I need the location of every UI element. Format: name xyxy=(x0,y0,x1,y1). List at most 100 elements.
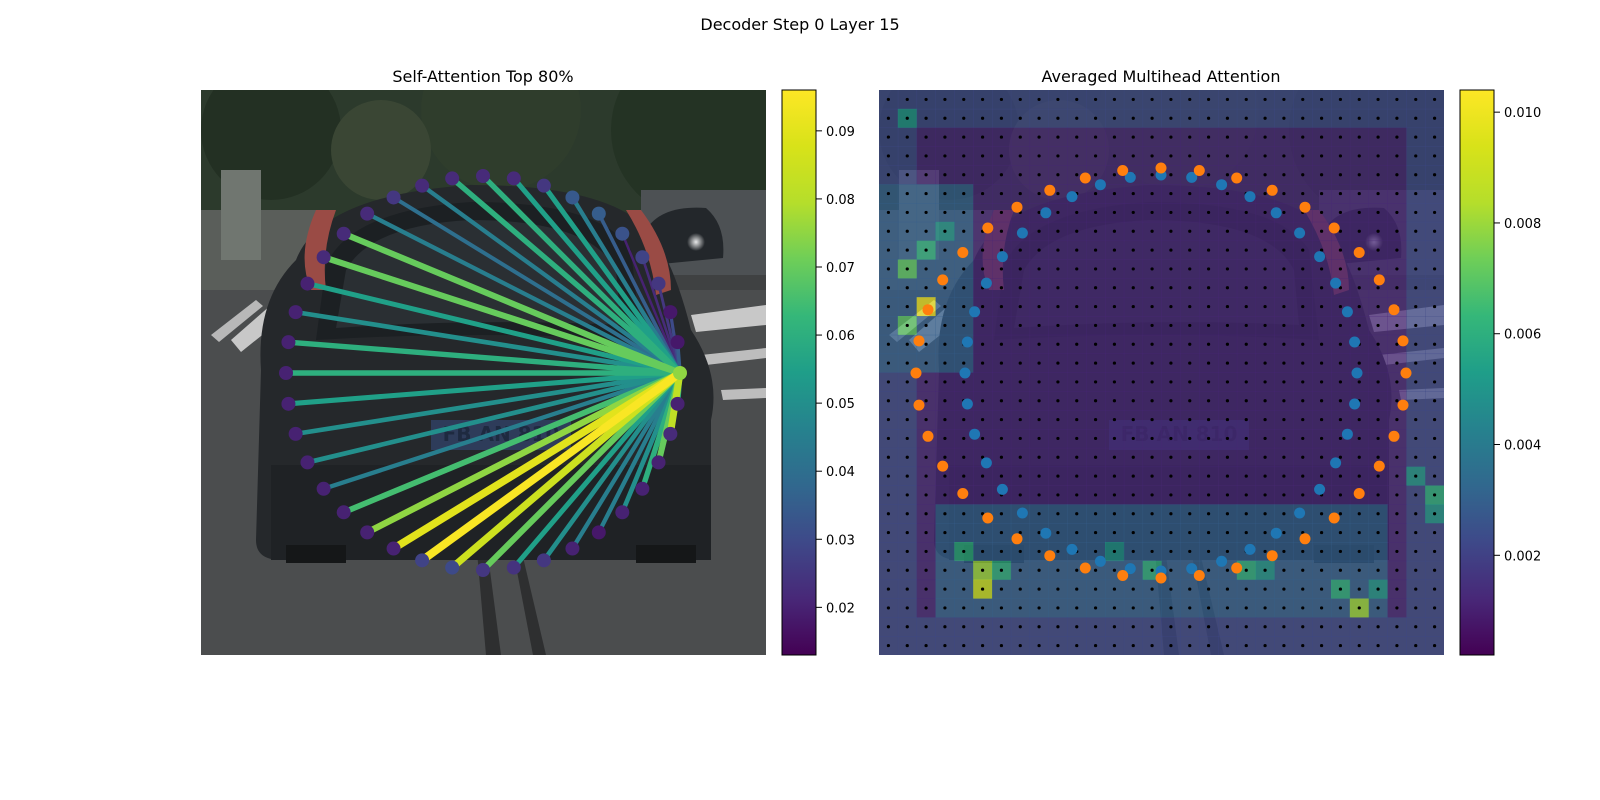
grid-dot xyxy=(1263,286,1267,290)
grid-dot xyxy=(1018,380,1022,384)
grid-dot xyxy=(1206,116,1211,120)
grid-dot xyxy=(1432,512,1437,516)
grid-dot xyxy=(999,323,1004,328)
grid-dot xyxy=(1282,549,1286,554)
grid-dot xyxy=(1244,380,1248,384)
series-point xyxy=(1079,562,1091,574)
grid-dot xyxy=(1338,568,1343,572)
grid-dot xyxy=(1432,493,1437,497)
grid-dot xyxy=(943,549,947,554)
grid-dot xyxy=(1319,342,1324,346)
grid-dot xyxy=(1282,342,1286,346)
grid-dot xyxy=(1225,549,1230,554)
grid-dot xyxy=(1414,587,1418,591)
grid-dot xyxy=(1263,625,1267,629)
colorbar-tick-label: 0.05 xyxy=(826,397,855,412)
grid-dot xyxy=(1414,210,1418,215)
grid-dot xyxy=(1263,455,1267,459)
grid-dot xyxy=(1244,248,1248,252)
grid-dot xyxy=(999,417,1004,422)
grid-dot xyxy=(1188,530,1192,535)
series-point xyxy=(1341,428,1353,440)
grid-dot xyxy=(1075,304,1079,309)
grid-dot xyxy=(1376,229,1380,233)
grid-dot xyxy=(1319,210,1324,215)
grid-dot xyxy=(1357,97,1361,102)
grid-dot xyxy=(1395,286,1399,290)
grid-dot xyxy=(1018,474,1022,478)
grid-dot xyxy=(1319,361,1324,365)
grid-dot xyxy=(1395,399,1399,403)
grid-dot xyxy=(1037,643,1041,648)
series-point xyxy=(1016,507,1028,519)
grid-dot xyxy=(1169,361,1173,365)
grid-dot xyxy=(1414,361,1418,365)
grid-dot xyxy=(1357,587,1361,591)
grid-dot xyxy=(1282,304,1286,309)
grid-dot xyxy=(1131,286,1135,290)
grid-dot xyxy=(1075,606,1079,610)
grid-dot xyxy=(1376,154,1380,158)
grid-dot xyxy=(1093,549,1098,554)
attention-node xyxy=(445,560,460,575)
grid-dot xyxy=(1056,267,1060,271)
series-point xyxy=(1294,227,1306,239)
grid-dot xyxy=(1131,229,1135,233)
grid-dot xyxy=(1357,116,1361,120)
grid-dot xyxy=(1376,417,1380,422)
grid-dot xyxy=(962,229,966,233)
grid-dot xyxy=(999,474,1004,478)
grid-dot xyxy=(1131,135,1135,139)
grid-dot xyxy=(1319,173,1324,177)
grid-dot xyxy=(962,568,966,572)
grid-dot xyxy=(999,606,1004,610)
grid-dot xyxy=(1093,361,1098,365)
grid-dot xyxy=(1206,474,1211,478)
grid-dot xyxy=(999,625,1004,629)
grid-dot xyxy=(1056,455,1060,459)
grid-dot xyxy=(886,267,891,271)
grid-dot xyxy=(1206,210,1211,215)
grid-dot xyxy=(1169,493,1173,497)
grid-dot xyxy=(1093,116,1098,120)
grid-dot xyxy=(1414,606,1418,610)
grid-dot xyxy=(1206,643,1211,648)
grid-dot xyxy=(999,436,1004,441)
grid-dot xyxy=(1112,436,1117,441)
grid-dot xyxy=(1056,606,1060,610)
colorbar-tick-label: 0.006 xyxy=(1504,328,1541,343)
grid-dot xyxy=(1432,135,1437,139)
grid-dot xyxy=(1206,568,1211,572)
grid-dot xyxy=(1301,643,1305,648)
attention-node xyxy=(591,525,606,540)
grid-dot xyxy=(1319,549,1324,554)
grid-dot xyxy=(886,530,891,535)
grid-dot xyxy=(886,342,891,346)
attention-node xyxy=(281,396,296,411)
grid-dot xyxy=(1395,587,1399,591)
grid-dot xyxy=(1131,474,1135,478)
grid-dot xyxy=(1376,286,1380,290)
grid-dot xyxy=(1075,361,1079,365)
grid-dot xyxy=(905,380,909,384)
grid-dot xyxy=(1319,380,1324,384)
grid-dot xyxy=(1301,474,1305,478)
grid-dot xyxy=(962,304,966,309)
grid-dot xyxy=(1093,304,1098,309)
grid-dot xyxy=(1319,474,1324,478)
grid-dot xyxy=(886,135,891,139)
grid-dot xyxy=(1112,549,1117,554)
grid-dot xyxy=(1263,248,1267,252)
grid-dot xyxy=(1282,286,1286,290)
grid-dot xyxy=(1206,229,1211,233)
grid-dot xyxy=(980,549,985,554)
grid-dot xyxy=(1282,191,1286,196)
attention-edge xyxy=(322,254,681,376)
grid-dot xyxy=(1414,154,1418,158)
grid-dot xyxy=(1056,417,1060,422)
grid-dot xyxy=(1150,135,1154,139)
grid-dot xyxy=(1093,399,1098,403)
series-point xyxy=(961,336,973,348)
grid-dot xyxy=(1206,154,1211,158)
grid-dot xyxy=(1018,286,1022,290)
